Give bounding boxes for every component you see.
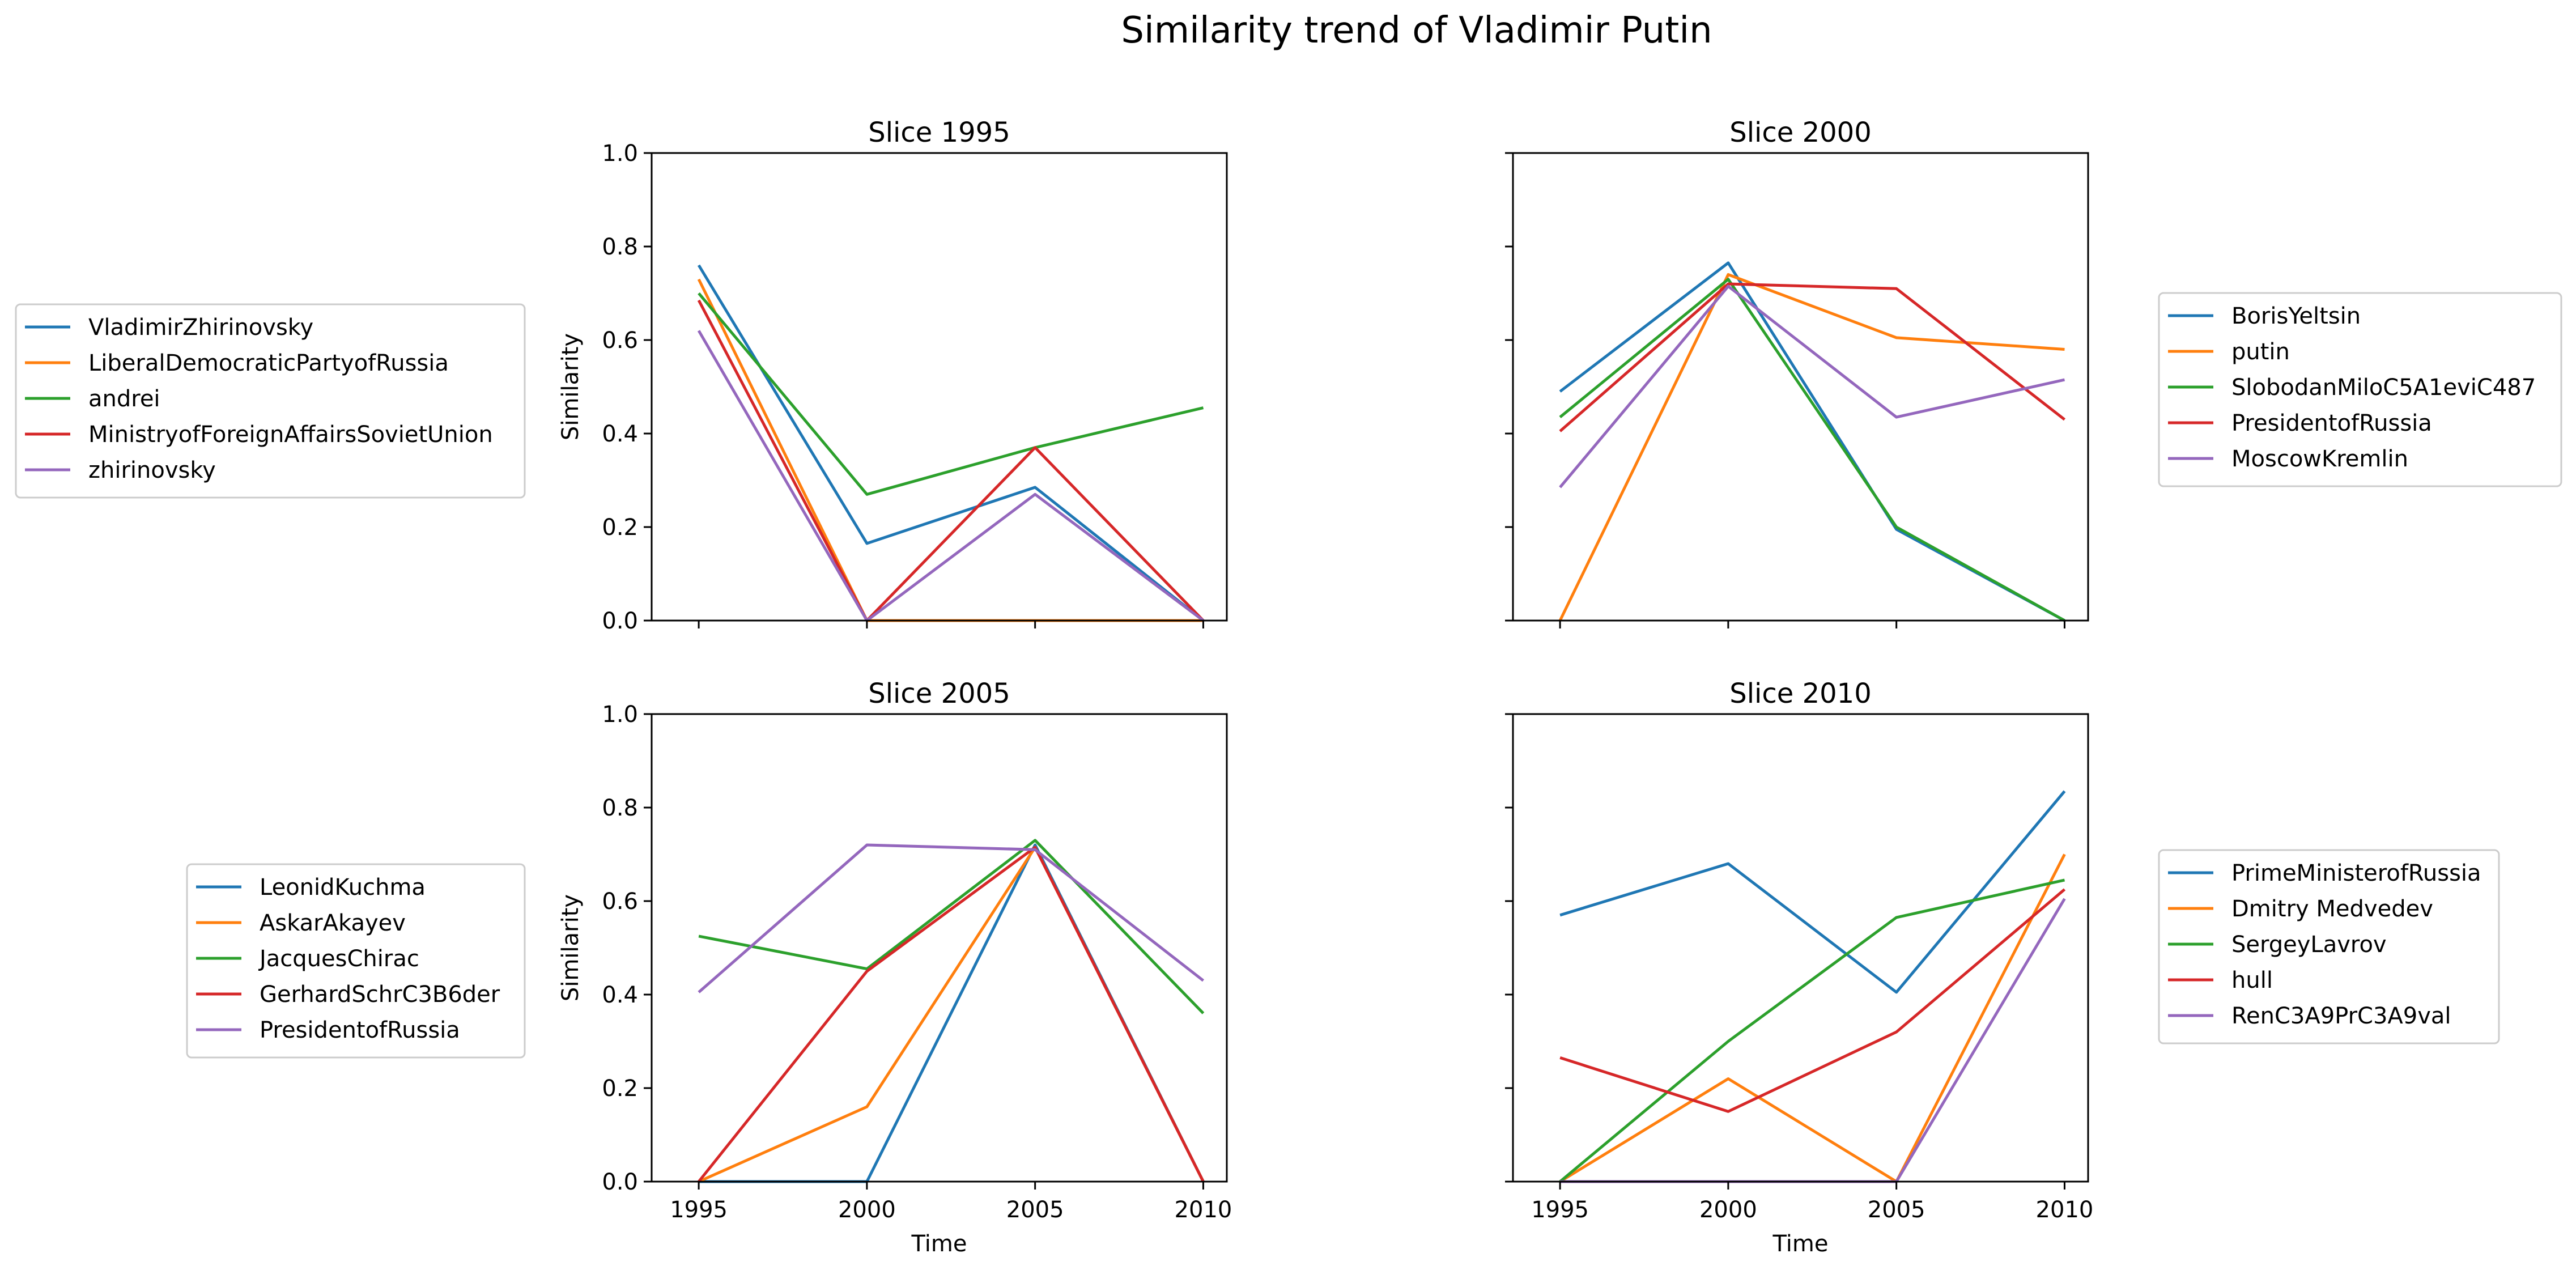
panel-title: Slice 2000 — [1729, 117, 1871, 148]
y-tick-label: 0.8 — [602, 795, 638, 821]
legend: PrimeMinisterofRussia Dmitry Medvedev Serg… — [2158, 849, 2500, 1044]
chart-panel-3: Slice 2005 1995 2000 2005 2010 0.0 0.2 0.4 0.6 0.… — [186, 678, 1232, 1257]
y-tick-label: 1.0 — [602, 702, 638, 728]
panel-title: Slice 2010 — [1729, 678, 1871, 710]
series-line-5 — [698, 843, 1205, 993]
series-line-1 — [699, 843, 1205, 1183]
series-line-3 — [1559, 878, 2065, 1183]
legend-entry: putin — [2231, 339, 2290, 365]
y-tick-label: 0.6 — [602, 328, 638, 354]
series-line-2 — [1558, 273, 2065, 622]
series-line-1 — [1559, 790, 2066, 994]
series-line-4 — [1559, 888, 2066, 1113]
legend-entry: PrimeMinisterofRussia — [2231, 860, 2481, 886]
axes-frame — [651, 152, 1228, 622]
legend-entry: PresidentofRussia — [260, 1017, 460, 1043]
chart-panel-1: Slice 1995 0.0 0.2 0.4 0.6 0.8 1.0 Similarity Vl… — [15, 117, 1228, 634]
legend-frame — [186, 863, 526, 1059]
series-line-4 — [698, 846, 1205, 1183]
y-tick-label: 0.8 — [602, 234, 638, 260]
x-tick-label: 2000 — [1699, 1197, 1757, 1223]
series-line-4 — [697, 299, 1205, 622]
legend-entry: hull — [2231, 967, 2273, 993]
legend-entry: BorisYeltsin — [2231, 303, 2361, 329]
axes-frame — [1512, 152, 2089, 622]
series-line-2 — [1559, 853, 2066, 1183]
axes-frame — [1512, 713, 2089, 1183]
legend-entry: zhirinovsky — [88, 457, 216, 483]
legend-entry: LiberalDemocraticPartyofRussia — [88, 350, 449, 376]
legend: BorisYeltsin putin SlobodanMiloC5A1eviC487… — [2158, 292, 2562, 487]
series-line-3 — [698, 292, 1204, 496]
legend-entry: VladimirZhirinovsky — [88, 315, 313, 341]
series-line-5 — [1560, 898, 2066, 1183]
chart-panel-4: Slice 2010 1995 2000 2005 2010 Time PrimeMinis… — [1505, 678, 2500, 1257]
legend-frame — [2158, 849, 2500, 1044]
legend-entry: SergeyLavrov — [2231, 932, 2387, 958]
legend-entry: JacquesChirac — [258, 946, 419, 972]
y-axis-label: Similarity — [558, 894, 584, 1001]
y-tick-label: 1.0 — [602, 141, 638, 167]
legend-frame — [2158, 292, 2562, 487]
y-axis-label: Similarity — [558, 333, 584, 440]
y-tick-label: 0.0 — [602, 1169, 638, 1195]
x-tick-label: 2005 — [1868, 1197, 1925, 1223]
legend-entry: andrei — [88, 386, 160, 412]
series-line-4 — [1559, 282, 2066, 432]
x-axis-label: Time — [1772, 1231, 1829, 1257]
legend-entry: SlobodanMiloC5A1eviC487 — [2231, 375, 2536, 401]
legend-frame — [15, 303, 526, 499]
legend: VladimirZhirinovsky LiberalDemocraticPart… — [15, 303, 526, 499]
y-tick-label: 0.0 — [602, 608, 638, 634]
x-tick-label: 2005 — [1006, 1197, 1064, 1223]
legend-entry: Dmitry Medvedev — [2231, 896, 2433, 922]
y-tick-label: 0.4 — [602, 421, 638, 447]
axes-frame — [651, 713, 1228, 1183]
legend-entry: LeonidKuchma — [260, 874, 426, 901]
series-line-1 — [1559, 261, 2065, 622]
y-tick-label: 0.6 — [602, 889, 638, 915]
x-tick-label: 1995 — [670, 1197, 728, 1223]
legend: LeonidKuchma AskarAkayev JacquesChirac Gerh… — [186, 863, 526, 1059]
y-tick-label: 0.2 — [602, 515, 638, 541]
series-line-5 — [1559, 284, 2065, 489]
series-line-3 — [1559, 278, 2065, 622]
legend-entry: RenC3A9PrC3A9val — [2231, 1003, 2451, 1029]
panel-title: Slice 2005 — [868, 678, 1010, 710]
legend-entry: MinistryofForeignAffairsSovietUnion — [88, 422, 493, 448]
y-tick-label: 0.4 — [602, 982, 638, 1008]
y-tick-label: 0.2 — [602, 1076, 638, 1102]
x-tick-label: 2010 — [2036, 1197, 2094, 1223]
chart-panels: Slice 1995 0.0 0.2 0.4 0.6 0.8 1.0 Similarity Vl… — [15, 117, 2562, 1257]
panel-title: Slice 1995 — [868, 117, 1010, 148]
legend-entry: PresidentofRussia — [2231, 410, 2432, 436]
x-tick-label: 2000 — [838, 1197, 896, 1223]
series-line-2 — [697, 278, 1204, 622]
chart-panel-2: Slice 2000 BorisYeltsin putin SlobodanMiloC… — [1505, 117, 2562, 628]
x-tick-label: 2010 — [1175, 1197, 1232, 1223]
figure-title: Similarity trend of Vladimir Putin — [1121, 10, 1712, 52]
legend-entry: GerhardSchrC3B6der — [260, 982, 500, 1008]
legend-entry: AskarAkayev — [260, 910, 406, 936]
x-tick-label: 1995 — [1531, 1197, 1589, 1223]
series-line-1 — [697, 264, 1205, 622]
series-line-3 — [698, 839, 1205, 1014]
x-axis-label: Time — [911, 1231, 967, 1257]
series-line-5 — [697, 330, 1205, 622]
legend-entry: MoscowKremlin — [2231, 446, 2408, 472]
